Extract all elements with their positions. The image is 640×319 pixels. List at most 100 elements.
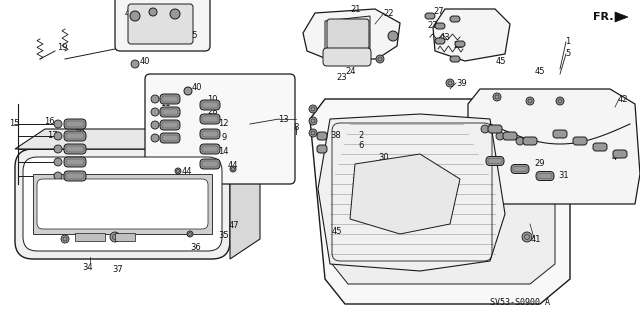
Circle shape (516, 137, 524, 145)
Text: 34: 34 (82, 263, 93, 271)
Text: 45: 45 (332, 227, 342, 236)
Circle shape (131, 60, 139, 68)
Text: 25: 25 (453, 41, 463, 49)
Text: 22: 22 (383, 9, 394, 18)
Polygon shape (332, 119, 555, 284)
FancyBboxPatch shape (160, 120, 180, 130)
Text: 14: 14 (218, 147, 228, 157)
Text: 28: 28 (207, 107, 218, 115)
Text: 10: 10 (207, 94, 218, 103)
Text: 23: 23 (336, 72, 347, 81)
Polygon shape (303, 9, 400, 59)
FancyBboxPatch shape (323, 48, 371, 66)
Text: 41: 41 (531, 234, 541, 243)
FancyBboxPatch shape (200, 114, 220, 124)
FancyBboxPatch shape (200, 159, 220, 169)
Text: 45: 45 (496, 56, 506, 65)
Text: 9: 9 (222, 133, 227, 143)
Circle shape (151, 95, 159, 103)
Text: 6: 6 (358, 142, 364, 151)
Text: 28: 28 (74, 130, 84, 138)
FancyBboxPatch shape (64, 171, 86, 181)
Text: 27: 27 (427, 21, 438, 31)
FancyBboxPatch shape (128, 4, 193, 44)
Text: 27: 27 (433, 8, 444, 17)
Polygon shape (325, 16, 370, 53)
FancyBboxPatch shape (503, 132, 517, 140)
FancyBboxPatch shape (64, 144, 86, 154)
Text: 24: 24 (345, 66, 355, 76)
Text: 47: 47 (229, 220, 239, 229)
FancyBboxPatch shape (200, 144, 220, 154)
Text: 20: 20 (63, 172, 74, 181)
FancyBboxPatch shape (613, 150, 627, 158)
Circle shape (309, 117, 317, 125)
Polygon shape (15, 129, 260, 149)
Text: 17: 17 (47, 131, 58, 140)
Circle shape (54, 145, 62, 153)
Text: 21: 21 (350, 4, 360, 13)
Text: 4: 4 (612, 152, 617, 161)
FancyBboxPatch shape (64, 119, 86, 129)
FancyBboxPatch shape (145, 74, 295, 184)
Text: 12: 12 (218, 118, 228, 128)
Circle shape (184, 87, 192, 95)
Polygon shape (350, 154, 460, 234)
FancyBboxPatch shape (200, 100, 220, 110)
Circle shape (376, 55, 384, 63)
FancyBboxPatch shape (435, 23, 445, 29)
Text: 40: 40 (192, 84, 202, 93)
Text: SV53-S0900 A: SV53-S0900 A (490, 298, 550, 307)
Text: 36: 36 (190, 243, 201, 253)
Circle shape (230, 166, 236, 172)
Text: 37: 37 (113, 264, 124, 273)
Circle shape (493, 93, 501, 101)
Text: 5: 5 (565, 49, 570, 58)
Circle shape (526, 97, 534, 105)
Circle shape (151, 121, 159, 129)
Polygon shape (310, 99, 570, 304)
FancyBboxPatch shape (160, 133, 180, 143)
Text: 19: 19 (57, 43, 67, 53)
FancyBboxPatch shape (593, 143, 607, 151)
FancyBboxPatch shape (486, 157, 504, 166)
Text: 30: 30 (378, 152, 388, 161)
Circle shape (151, 134, 159, 142)
Circle shape (130, 11, 140, 21)
Bar (75, 233, 105, 241)
Circle shape (54, 158, 62, 166)
Circle shape (187, 231, 193, 237)
Circle shape (388, 31, 398, 41)
Circle shape (309, 129, 317, 137)
Text: 33: 33 (165, 4, 176, 13)
Text: 2: 2 (358, 130, 364, 139)
FancyBboxPatch shape (450, 16, 460, 22)
Text: 39: 39 (456, 78, 467, 87)
Bar (115, 233, 135, 241)
Text: 3: 3 (351, 176, 356, 186)
Polygon shape (230, 129, 260, 259)
Text: 44: 44 (182, 167, 193, 176)
Text: 15: 15 (9, 120, 19, 129)
Text: 45: 45 (188, 32, 198, 41)
Text: 42: 42 (618, 94, 628, 103)
Circle shape (151, 108, 159, 116)
Text: 46: 46 (125, 10, 136, 19)
Text: 13: 13 (278, 115, 289, 123)
Text: 9: 9 (68, 158, 73, 167)
FancyBboxPatch shape (450, 56, 460, 62)
Circle shape (175, 168, 181, 174)
Circle shape (110, 232, 120, 242)
FancyBboxPatch shape (573, 137, 587, 145)
Circle shape (54, 120, 62, 128)
FancyBboxPatch shape (15, 149, 230, 259)
FancyBboxPatch shape (317, 132, 327, 140)
Text: 23: 23 (338, 53, 349, 62)
Circle shape (481, 125, 489, 133)
FancyBboxPatch shape (64, 131, 86, 141)
Circle shape (54, 172, 62, 180)
FancyBboxPatch shape (317, 145, 327, 153)
Text: 18: 18 (62, 145, 72, 154)
FancyBboxPatch shape (523, 137, 537, 145)
Text: 32: 32 (163, 18, 173, 26)
